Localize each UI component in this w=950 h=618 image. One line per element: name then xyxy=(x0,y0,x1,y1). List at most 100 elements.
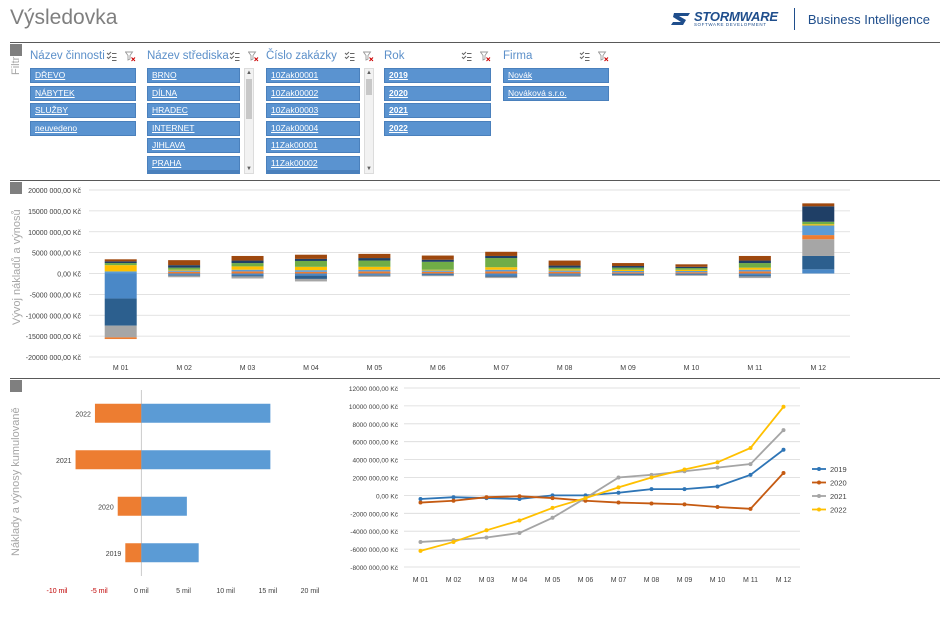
bar-segment[interactable] xyxy=(675,269,708,271)
bar-segment[interactable] xyxy=(104,265,137,272)
bar-segment[interactable] xyxy=(231,271,264,274)
bar-segment[interactable] xyxy=(548,273,581,275)
bar-segment[interactable] xyxy=(168,265,201,268)
data-point[interactable] xyxy=(517,518,522,523)
bar-segment[interactable] xyxy=(104,298,137,326)
bar-segment[interactable] xyxy=(802,239,835,256)
slicer-scrollbar[interactable]: ▲ ▼ xyxy=(244,68,254,174)
data-point[interactable] xyxy=(583,496,588,501)
bar-segment[interactable] xyxy=(104,273,137,299)
scroll-thumb[interactable] xyxy=(246,79,252,119)
bar-segment[interactable] xyxy=(294,270,327,272)
bar-segment[interactable] xyxy=(421,259,454,262)
data-point[interactable] xyxy=(418,500,423,505)
data-point[interactable] xyxy=(649,501,654,506)
bar-segment[interactable] xyxy=(231,275,264,277)
data-point[interactable] xyxy=(550,505,555,510)
bar-segment[interactable] xyxy=(548,260,581,266)
slicer-item-11zak00001[interactable]: 11Zak00001 xyxy=(266,138,360,153)
slicer-item-nabytek[interactable]: NÁBYTEK xyxy=(30,85,136,101)
bar-segment[interactable] xyxy=(485,273,518,276)
bar-segment[interactable] xyxy=(675,264,708,267)
series-line-2021[interactable] xyxy=(420,429,785,543)
data-point[interactable] xyxy=(616,475,621,480)
slicer-item-10zak00003[interactable]: 10Zak00003 xyxy=(266,103,360,118)
bar-segment[interactable] xyxy=(612,270,645,273)
bar-segment[interactable] xyxy=(168,271,201,274)
scroll-up-icon[interactable]: ▲ xyxy=(366,70,372,76)
bar-segment[interactable] xyxy=(612,272,645,274)
series-line-2022[interactable] xyxy=(420,406,785,552)
bar-segment[interactable] xyxy=(802,255,835,270)
data-point[interactable] xyxy=(781,447,786,452)
bar-segment[interactable] xyxy=(104,271,137,274)
bar-segment[interactable] xyxy=(802,269,835,274)
bar-segment[interactable] xyxy=(738,267,771,270)
bar-segment[interactable] xyxy=(358,260,391,267)
bar-segment[interactable] xyxy=(294,258,327,261)
clear-filter-icon[interactable] xyxy=(598,51,609,62)
bar-segment[interactable] xyxy=(612,265,645,268)
bar-segment[interactable] xyxy=(675,266,708,269)
multi-select-icon[interactable] xyxy=(461,51,472,62)
data-point[interactable] xyxy=(418,548,423,553)
data-point[interactable] xyxy=(550,515,555,520)
bar-segment[interactable] xyxy=(421,273,454,275)
bar-segment[interactable] xyxy=(168,274,201,276)
multi-select-icon[interactable] xyxy=(229,51,240,62)
slicer-item-sluzby[interactable]: SLUŽBY xyxy=(30,103,136,118)
bar-segment[interactable] xyxy=(294,278,327,282)
bar-segment[interactable] xyxy=(485,271,518,274)
bar-segment[interactable] xyxy=(802,221,835,225)
bar-segment[interactable] xyxy=(485,269,518,272)
bar-segment[interactable] xyxy=(675,270,708,273)
bar-segment[interactable] xyxy=(548,270,581,272)
scroll-thumb[interactable] xyxy=(366,79,372,95)
slicer-item-internet[interactable]: INTERNET xyxy=(147,120,240,136)
slicer-item-novak[interactable]: Novák xyxy=(503,68,609,83)
bar-segment[interactable] xyxy=(231,263,264,267)
bar-segment[interactable] xyxy=(802,206,835,222)
bar[interactable] xyxy=(141,403,271,423)
slicer-item-2021[interactable]: 2021 xyxy=(384,103,491,118)
data-point[interactable] xyxy=(682,467,687,472)
data-point[interactable] xyxy=(748,462,753,467)
bar-segment[interactable] xyxy=(104,263,137,266)
bar-segment[interactable] xyxy=(294,260,327,267)
bar-segment[interactable] xyxy=(612,275,645,277)
bar-segment[interactable] xyxy=(168,267,201,270)
multi-select-icon[interactable] xyxy=(344,51,355,62)
data-point[interactable] xyxy=(781,471,786,476)
bar-segment[interactable] xyxy=(548,265,581,268)
slicer-scrollbar[interactable]: ▲ ▼ xyxy=(364,68,374,174)
bar-segment[interactable] xyxy=(294,275,327,279)
bar-segment[interactable] xyxy=(802,235,835,240)
bar-segment[interactable] xyxy=(294,266,327,271)
clear-filter-icon[interactable] xyxy=(125,51,136,62)
data-point[interactable] xyxy=(748,472,753,477)
data-point[interactable] xyxy=(418,539,423,544)
data-point[interactable] xyxy=(715,505,720,510)
bar-segment[interactable] xyxy=(675,274,708,275)
bar-segment[interactable] xyxy=(738,255,771,261)
bar-segment[interactable] xyxy=(358,269,391,272)
bar-segment[interactable] xyxy=(421,275,454,277)
data-point[interactable] xyxy=(484,495,489,500)
bar-segment[interactable] xyxy=(548,271,581,274)
bar-segment[interactable] xyxy=(294,273,327,276)
data-point[interactable] xyxy=(715,484,720,489)
data-point[interactable] xyxy=(715,460,720,465)
bar-segment[interactable] xyxy=(358,258,391,261)
data-point[interactable] xyxy=(484,528,489,533)
data-point[interactable] xyxy=(748,506,753,511)
bar-segment[interactable] xyxy=(485,267,518,270)
bar-segment[interactable] xyxy=(738,276,771,279)
clear-filter-icon[interactable] xyxy=(247,51,259,62)
bar-segment[interactable] xyxy=(358,274,391,276)
data-point[interactable] xyxy=(616,490,621,495)
data-point[interactable] xyxy=(781,428,786,433)
bar-segment[interactable] xyxy=(738,275,771,277)
data-point[interactable] xyxy=(451,539,456,544)
bar-segment[interactable] xyxy=(738,273,771,276)
bar-segment[interactable] xyxy=(675,268,708,270)
